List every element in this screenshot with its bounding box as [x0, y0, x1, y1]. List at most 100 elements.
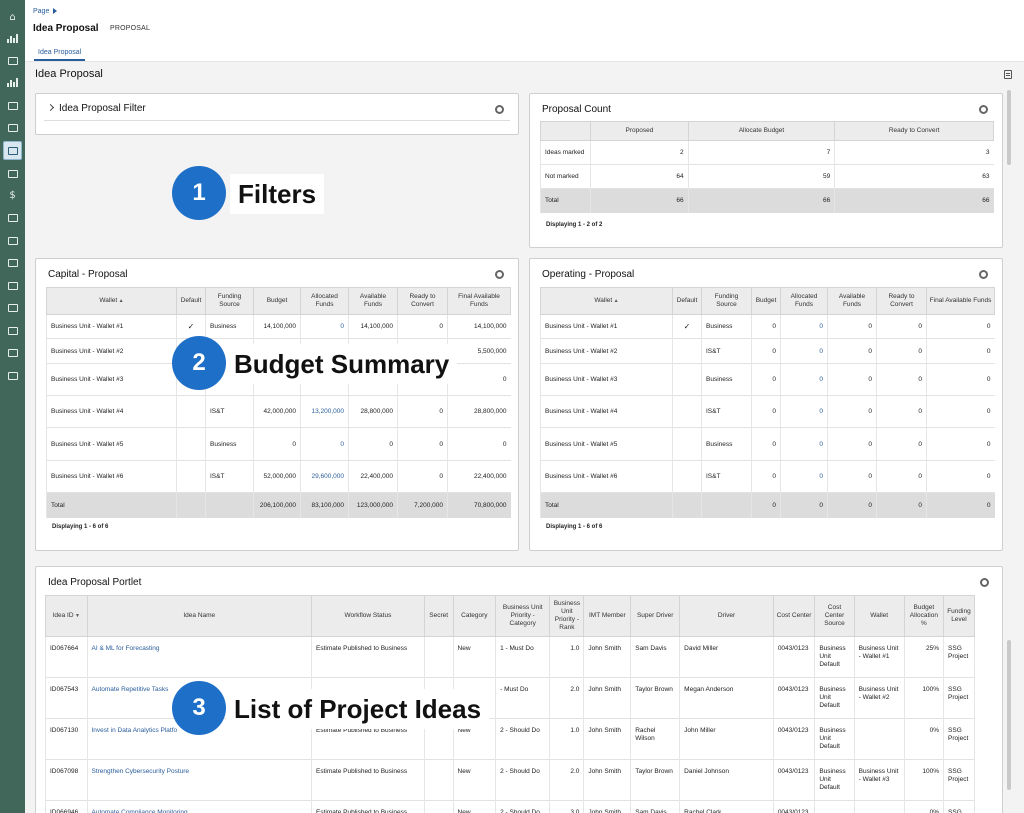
breadcrumb-link[interactable]: Page — [33, 8, 50, 15]
document-icon[interactable] — [3, 253, 22, 272]
column-header[interactable]: Budget — [751, 287, 781, 315]
checklist-icon[interactable] — [3, 231, 22, 250]
table-row[interactable]: Business Unit - Wallet #1 ✓ Business 0 0 0 0 0 — [540, 314, 995, 339]
column-header[interactable]: Funding Source — [701, 287, 752, 315]
people-icon[interactable] — [3, 208, 22, 227]
column-header[interactable]: Wallet ▲ — [540, 287, 673, 315]
column-header[interactable]: Budget — [253, 287, 301, 315]
rocket-icon[interactable] — [3, 343, 22, 362]
table-row[interactable]: Business Unit - Wallet #3 Business 0 0 0 0 0 — [540, 363, 995, 396]
sort-desc-icon[interactable]: ▼ — [73, 613, 80, 619]
table-row[interactable]: Business Unit - Wallet #5 Business 0 0 0 0 0 — [46, 427, 511, 461]
column-header[interactable]: Allocate Budget — [687, 121, 836, 141]
column-header[interactable]: Final Available Funds — [926, 287, 995, 315]
table-row[interactable]: ID067130 Invest in Data Analytics Platfo E… — [45, 718, 975, 760]
chevron-right-icon[interactable] — [46, 103, 55, 111]
table-row[interactable]: Business Unit - Wallet #2 IS&T 0 0 0 0 0 — [540, 338, 995, 364]
column-header[interactable]: Default — [176, 287, 206, 315]
allocated-cell[interactable]: 0 — [780, 427, 828, 461]
allocated-cell[interactable]: 0 — [780, 314, 828, 339]
gear-icon[interactable] — [979, 105, 988, 114]
name-cell[interactable]: Automate Compliance Monitoring — [86, 800, 312, 813]
chart-icon[interactable] — [3, 29, 22, 48]
breadcrumb-caret-icon[interactable] — [53, 8, 58, 15]
export-icon[interactable] — [3, 366, 22, 385]
column-header[interactable]: Allocated Funds — [780, 287, 828, 315]
column-header[interactable]: Category — [452, 595, 497, 637]
allocated-cell[interactable]: 0 — [780, 338, 828, 364]
table-row[interactable]: ID067098 Strengthen Cybersecurity Posture… — [45, 759, 975, 801]
column-header[interactable]: Super Driver — [630, 595, 681, 637]
column-header[interactable]: Idea ID ▼ — [45, 595, 88, 637]
column-header[interactable]: Proposed — [590, 121, 689, 141]
column-header[interactable]: Wallet ▲ — [46, 287, 177, 315]
ready-cell: 0 — [876, 427, 927, 461]
document-icon[interactable] — [1004, 70, 1012, 79]
paperclip-icon[interactable] — [3, 298, 22, 317]
table-row[interactable]: Business Unit - Wallet #4 IS&T 0 0 0 0 0 — [540, 395, 995, 428]
scrollbar-bottom[interactable] — [1007, 640, 1011, 790]
trend-icon[interactable] — [3, 73, 22, 92]
sort-asc-icon[interactable]: ▲ — [612, 298, 619, 304]
gear-icon[interactable] — [979, 270, 988, 279]
column-header[interactable]: Budget Allocation % — [903, 595, 945, 637]
allocated-cell[interactable]: 0 — [780, 460, 828, 493]
gear-icon[interactable] — [980, 578, 989, 587]
breadcrumb[interactable]: Page — [33, 8, 58, 15]
column-header[interactable]: Business Unit Priority - Rank — [549, 595, 585, 637]
name-cell[interactable]: Strengthen Cybersecurity Posture — [86, 759, 312, 801]
column-header[interactable]: Funding Level — [943, 595, 975, 637]
column-header[interactable]: Cost Center Source — [814, 595, 855, 637]
column-header[interactable]: Wallet — [853, 595, 905, 637]
table-row[interactable]: ID067664 AI & ML for Forecasting Estimate … — [45, 636, 975, 678]
column-header[interactable]: Workflow Status — [311, 595, 425, 637]
column-header[interactable]: Idea Name — [86, 595, 313, 637]
allocated-cell[interactable]: 29,600,000 — [300, 460, 349, 493]
column-header[interactable]: Driver — [679, 595, 774, 637]
book-icon[interactable] — [3, 276, 22, 295]
tab-idea-proposal[interactable]: Idea Proposal — [34, 47, 86, 61]
gear-icon[interactable] — [495, 270, 504, 279]
hierarchy-icon[interactable] — [3, 164, 22, 183]
filter-toggle[interactable]: Idea Proposal Filter — [46, 103, 146, 114]
table-row[interactable]: Business Unit - Wallet #6 IS&T 0 0 0 0 0 — [540, 460, 995, 493]
name-cell[interactable]: AI & ML for Forecasting — [86, 636, 312, 678]
portlet-table-viewport: Idea ID ▼ Idea Name Workflow Status Secret C… — [45, 595, 975, 813]
allocated-cell[interactable]: 0 — [300, 427, 349, 461]
column-header[interactable]: Cost Center — [772, 595, 816, 637]
column-header[interactable]: Available Funds — [827, 287, 877, 315]
home-icon[interactable]: ⌂ — [3, 8, 22, 27]
table-row[interactable]: Business Unit - Wallet #6 IS&T 52,000,000 2… — [46, 460, 511, 493]
wallet-cell — [853, 800, 905, 813]
column-header[interactable]: Allocated Funds — [300, 287, 349, 315]
gear-icon[interactable] — [495, 105, 504, 114]
table-row[interactable]: Business Unit - Wallet #5 Business 0 0 0 0 0 — [540, 427, 995, 461]
default-cell — [672, 395, 702, 428]
route-icon[interactable] — [3, 118, 22, 137]
column-header[interactable]: IS&T Capital ($ — [973, 595, 975, 637]
column-header[interactable]: Ready to Convert — [397, 287, 448, 315]
scrollbar-top[interactable] — [1007, 90, 1011, 165]
database-icon[interactable] — [3, 321, 22, 340]
lightbulb-icon[interactable] — [3, 51, 22, 70]
table-row[interactable]: Business Unit - Wallet #1 ✓ Business 14,100… — [46, 314, 511, 339]
column-header[interactable]: Ready to Convert — [834, 121, 994, 141]
allocated-cell[interactable]: 0 — [780, 363, 828, 396]
column-header[interactable]: Default — [672, 287, 702, 315]
column-header[interactable]: Secret — [423, 595, 454, 637]
dollar-icon[interactable]: $ — [3, 186, 22, 205]
report-icon[interactable] — [3, 96, 22, 115]
column-header[interactable]: IMT Member — [583, 595, 632, 637]
allocated-cell[interactable]: 0 — [780, 395, 828, 428]
column-header[interactable]: Funding Source — [205, 287, 254, 315]
allocated-cell[interactable]: 0 — [300, 314, 349, 339]
allocated-cell[interactable]: 13,200,000 — [300, 395, 349, 428]
sort-asc-icon[interactable]: ▲ — [117, 298, 124, 304]
presentation-icon[interactable] — [3, 141, 22, 160]
table-row[interactable]: ID066946 Automate Compliance Monitoring Es… — [45, 800, 975, 813]
column-header[interactable]: Business Unit Priority - Category — [495, 595, 551, 637]
column-header[interactable]: Final Available Funds — [447, 287, 511, 315]
column-header[interactable]: Available Funds — [348, 287, 398, 315]
table-row[interactable]: Business Unit - Wallet #4 IS&T 42,000,000 1… — [46, 395, 511, 428]
column-header[interactable]: Ready to Convert — [876, 287, 927, 315]
